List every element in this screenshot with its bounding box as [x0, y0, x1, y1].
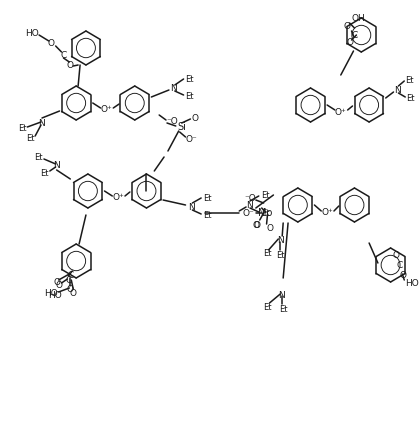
- Text: O: O: [67, 60, 74, 69]
- Text: Et: Et: [406, 93, 415, 102]
- Text: Et: Et: [261, 190, 269, 200]
- Text: O: O: [343, 22, 350, 30]
- Text: N: N: [246, 201, 252, 209]
- Text: Et: Et: [276, 250, 284, 259]
- Text: C: C: [67, 270, 74, 280]
- Text: O⁻: O⁻: [186, 135, 197, 143]
- Text: Et: Et: [26, 134, 34, 143]
- Text: HO: HO: [48, 291, 61, 299]
- Text: Et: Et: [18, 124, 26, 132]
- Text: C: C: [352, 30, 357, 39]
- Text: HO: HO: [405, 278, 419, 288]
- Text: O: O: [55, 280, 62, 289]
- Text: O: O: [47, 38, 54, 47]
- Text: O⁺: O⁺: [321, 208, 333, 217]
- Text: O: O: [400, 270, 407, 280]
- Text: N: N: [53, 160, 60, 170]
- Text: HO: HO: [25, 28, 39, 38]
- Text: Mo: Mo: [258, 208, 273, 218]
- Text: Et: Et: [34, 153, 43, 162]
- Text: O: O: [70, 288, 77, 297]
- Text: O: O: [67, 285, 74, 294]
- Text: O: O: [266, 223, 273, 233]
- Text: O: O: [192, 113, 198, 123]
- Text: O: O: [252, 220, 259, 230]
- Text: N: N: [394, 85, 401, 94]
- Text: Et: Et: [186, 91, 194, 101]
- Text: Et: Et: [405, 75, 414, 85]
- Text: N: N: [277, 236, 284, 244]
- Text: Et: Et: [186, 74, 194, 83]
- Text: ⁻O: ⁻O: [166, 116, 178, 126]
- Text: Et: Et: [203, 211, 212, 220]
- Text: Si: Si: [178, 122, 186, 132]
- Text: N: N: [278, 291, 285, 299]
- Text: N: N: [188, 203, 195, 212]
- Text: O⁺: O⁺: [335, 107, 346, 116]
- Text: Et: Et: [203, 193, 212, 203]
- Text: N: N: [171, 83, 177, 93]
- Text: C: C: [60, 50, 67, 60]
- Text: O: O: [393, 250, 400, 259]
- Text: O⁺: O⁺: [100, 104, 112, 113]
- Text: Et: Et: [40, 168, 49, 178]
- Text: Et: Et: [279, 305, 287, 313]
- Text: O: O: [53, 277, 60, 286]
- Text: O⁻: O⁻: [242, 209, 254, 217]
- Text: Et: Et: [263, 248, 272, 258]
- Text: O⁺: O⁺: [112, 192, 124, 201]
- Text: HO: HO: [44, 288, 58, 297]
- Text: C: C: [65, 275, 71, 285]
- Text: N: N: [39, 118, 45, 127]
- Text: C: C: [396, 261, 402, 269]
- Text: O: O: [253, 220, 260, 230]
- Text: Et: Et: [261, 209, 269, 217]
- Text: O: O: [346, 38, 353, 47]
- Text: ⁻O: ⁻O: [244, 193, 256, 203]
- Text: OH: OH: [352, 14, 365, 22]
- Text: Et: Et: [263, 302, 272, 311]
